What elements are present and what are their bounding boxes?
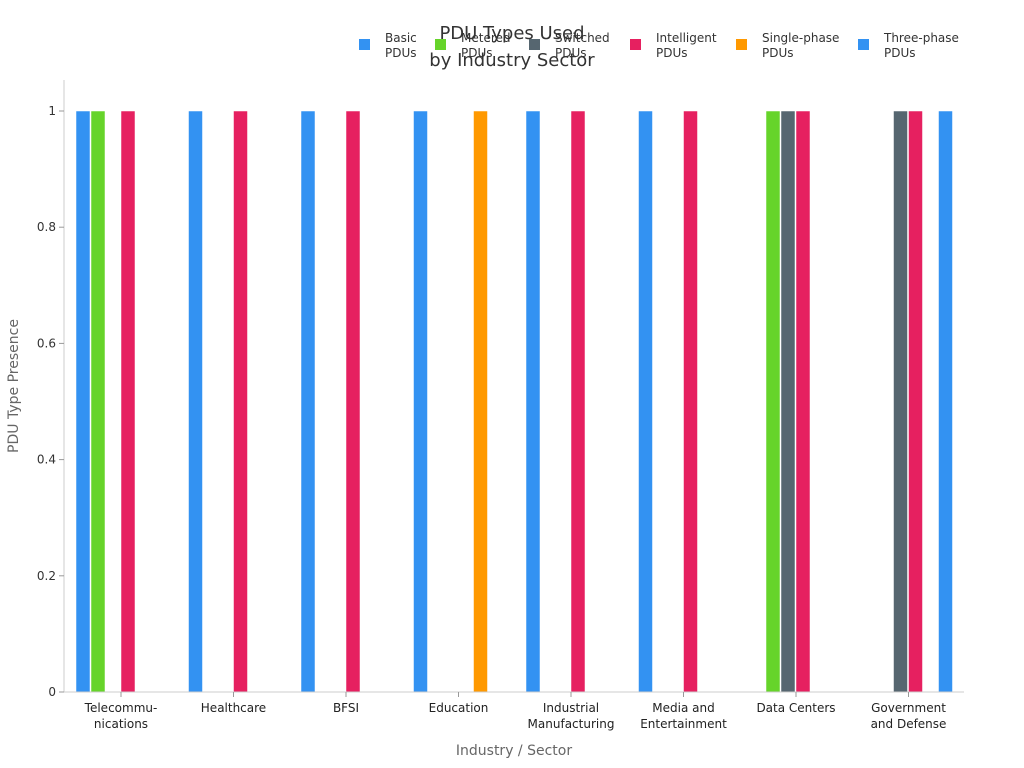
- x-tick-label-line: and Defense: [871, 717, 947, 731]
- y-ticks-group: 0 0.2 0.4 0.6 0.8 1: [37, 104, 64, 699]
- legend-label-line: PDUs: [461, 46, 493, 60]
- x-tick-label-line: BFSI: [333, 701, 359, 715]
- bar-healthcare-basic-pdus: [188, 110, 203, 693]
- x-tick-label-line: Entertainment: [640, 717, 727, 731]
- x-tick-label-line: Media and: [652, 701, 714, 715]
- legend-item-three-phase-pdus: Three-phase PDUs: [858, 31, 959, 60]
- bar-industrial-manufacturing-intelligent-pdus: [570, 110, 586, 693]
- x-tick-label-bfsi: BFSI: [333, 701, 359, 715]
- legend-label-line: PDUs: [656, 46, 688, 60]
- bar-bfsi-basic-pdus: [300, 110, 316, 693]
- bar-data-centers-switched-pdus: [780, 110, 796, 693]
- legend-label-line: Intelligent: [656, 31, 717, 45]
- legend-swatch: [359, 39, 370, 50]
- legend-label-line: PDUs: [555, 46, 587, 60]
- legend-label: Single-phase PDUs: [762, 31, 839, 60]
- legend-swatch: [736, 39, 747, 50]
- legend-label-line: Three-phase: [883, 31, 959, 45]
- y-tick-label: 0.6: [37, 336, 56, 350]
- x-tick-label-line: Government: [871, 701, 946, 715]
- legend-item-basic-pdus: Basic PDUs: [359, 31, 417, 60]
- x-tick-label-line: Telecommu-: [84, 701, 158, 715]
- legend-label-line: Single-phase: [762, 31, 839, 45]
- x-tick-label-data-centers: Data Centers: [756, 701, 835, 715]
- legend-label: Basic PDUs: [385, 31, 417, 60]
- bar-data-centers-intelligent-pdus: [795, 110, 811, 693]
- legend-label: Intelligent PDUs: [656, 31, 717, 60]
- bar-government-and-defense-intelligent-pdus: [908, 110, 923, 693]
- bar-bfsi-intelligent-pdus: [345, 110, 361, 693]
- x-tick-label-government-and-defense: Government and Defense: [871, 701, 947, 731]
- x-tick-label-line: Healthcare: [201, 701, 266, 715]
- chart-title-line-1: PDU Types Used: [439, 23, 584, 44]
- x-tick-label-industrial-manufacturing: Industrial Manufacturing: [528, 701, 615, 731]
- x-tick-label-education: Education: [429, 701, 489, 715]
- legend-label: Metered PDUs: [461, 31, 511, 60]
- x-tick-label-telecommu-nications: Telecommu-nications: [84, 701, 158, 731]
- legend-label-line: PDUs: [762, 46, 794, 60]
- y-tick-label: 0.2: [37, 569, 56, 583]
- bar-healthcare-intelligent-pdus: [233, 110, 248, 693]
- x-tick-label-line: Industrial: [543, 701, 599, 715]
- x-tick-label-line: Education: [429, 701, 489, 715]
- x-axis-title: Industry / Sector: [456, 743, 572, 759]
- legend-label: Switched PDUs: [555, 31, 610, 60]
- y-axis-title: PDU Type Presence: [6, 319, 22, 453]
- legend-label-line: PDUs: [884, 46, 916, 60]
- chart-title: PDU Types Used by Industry Sector: [429, 23, 595, 71]
- bar-education-single-phase-pdus: [473, 110, 488, 693]
- legend-label-line: Basic: [385, 31, 417, 45]
- legend-item-single-phase-pdus: Single-phase PDUs: [736, 31, 839, 60]
- bar-education-basic-pdus: [413, 110, 428, 693]
- chart-title-line-2: by Industry Sector: [429, 50, 595, 71]
- x-ticks-group: Telecommu-nications Healthcare BFSI Educati…: [84, 692, 947, 731]
- x-tick-label-media-and-entertainment: Media and Entertainment: [640, 701, 727, 731]
- legend-label-line: Metered: [461, 31, 511, 45]
- bar-government-and-defense-switched-pdus: [893, 110, 908, 693]
- y-tick-label: 0.8: [37, 220, 56, 234]
- bar-industrial-manufacturing-basic-pdus: [525, 110, 541, 693]
- legend-swatch: [435, 39, 446, 50]
- legend-item-switched-pdus: Switched PDUs: [529, 31, 610, 60]
- bar-media-and-entertainment-intelligent-pdus: [683, 110, 698, 693]
- legend-item-intelligent-pdus: Intelligent PDUs: [630, 31, 717, 60]
- bar-government-and-defense-three-phase-pdus: [938, 110, 953, 693]
- x-tick-label-line: Data Centers: [756, 701, 835, 715]
- y-tick-label: 0: [48, 685, 56, 699]
- x-tick-label-healthcare: Healthcare: [201, 701, 266, 715]
- bar-telecommu-nications-basic-pdus: [75, 110, 91, 693]
- legend-swatch: [858, 39, 869, 50]
- legend-label-line: Switched: [555, 31, 610, 45]
- y-tick-label: 1: [48, 104, 56, 118]
- y-tick-label: 0.4: [37, 453, 56, 467]
- legend-label: Three-phase PDUs: [883, 31, 959, 60]
- x-tick-label-line: nications: [94, 717, 148, 731]
- bar-data-centers-metered-pdus: [765, 110, 781, 693]
- legend-swatch: [529, 39, 540, 50]
- bar-telecommu-nications-intelligent-pdus: [120, 110, 136, 693]
- legend-label-line: PDUs: [385, 46, 417, 60]
- x-tick-label-line: Manufacturing: [528, 717, 615, 731]
- bar-telecommu-nications-metered-pdus: [90, 110, 106, 693]
- bars-group: [75, 110, 953, 693]
- legend-item-metered-pdus: Metered PDUs: [435, 31, 511, 60]
- bar-media-and-entertainment-basic-pdus: [638, 110, 653, 693]
- legend-swatch: [630, 39, 641, 50]
